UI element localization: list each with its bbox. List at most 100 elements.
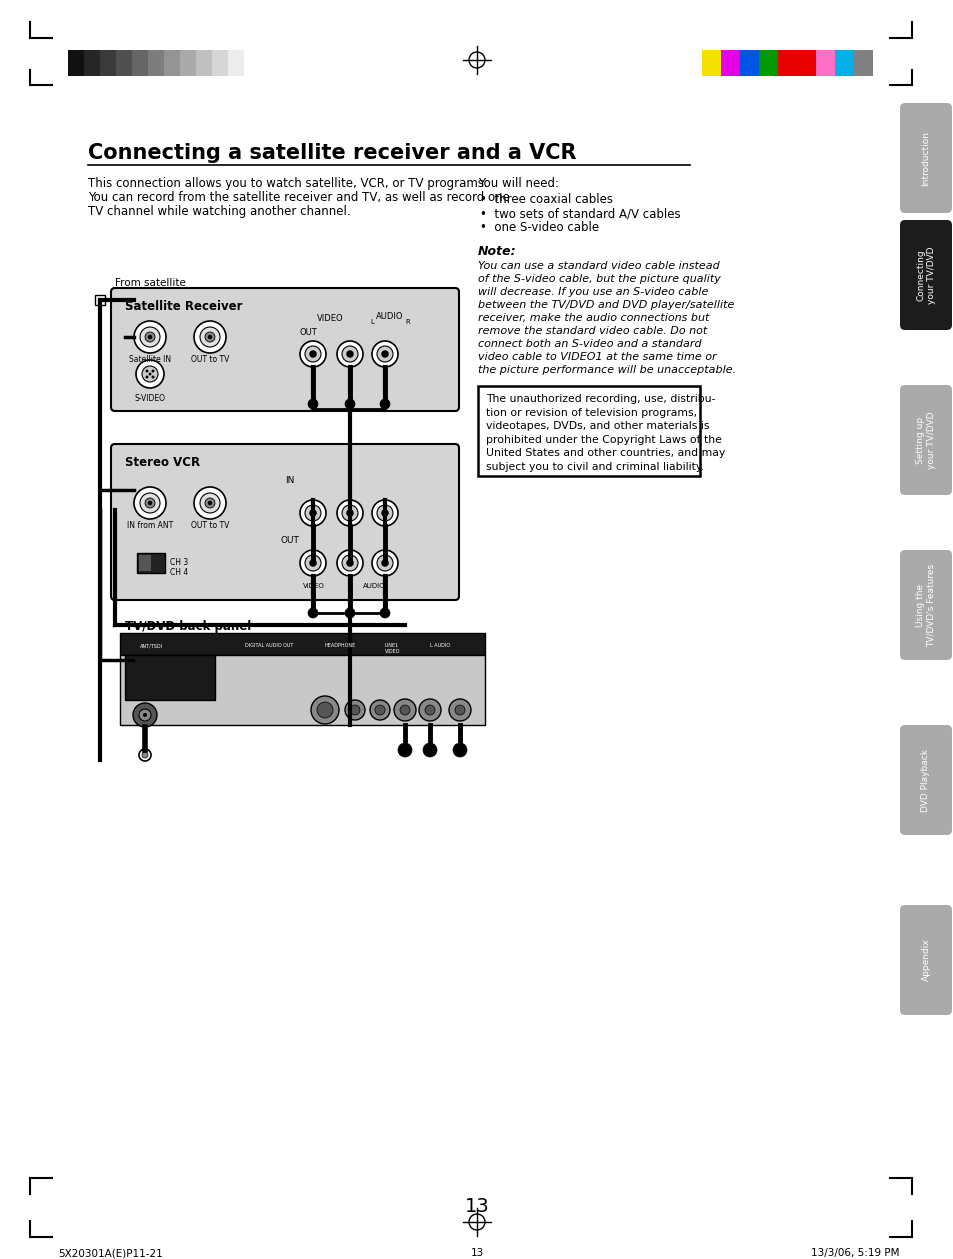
Circle shape <box>145 332 154 342</box>
Bar <box>244 50 260 76</box>
Circle shape <box>309 559 316 567</box>
Bar <box>132 50 148 76</box>
Text: •  three coaxial cables: • three coaxial cables <box>479 193 613 206</box>
Text: videotapes, DVDs, and other materials is: videotapes, DVDs, and other materials is <box>485 421 709 431</box>
Text: Satellite IN: Satellite IN <box>129 355 171 364</box>
Circle shape <box>139 709 151 721</box>
Text: VIDEO: VIDEO <box>316 313 343 324</box>
Circle shape <box>308 558 317 568</box>
Bar <box>778 50 796 76</box>
Bar <box>796 50 815 76</box>
Circle shape <box>136 360 164 388</box>
FancyBboxPatch shape <box>111 444 458 601</box>
Bar <box>180 50 195 76</box>
Circle shape <box>375 705 385 715</box>
Text: DVD Playback: DVD Playback <box>921 749 929 812</box>
Circle shape <box>133 321 166 353</box>
Text: receiver, make the audio connections but: receiver, make the audio connections but <box>477 313 709 324</box>
Circle shape <box>299 550 326 577</box>
Text: This connection allows you to watch satellite, VCR, or TV programs.: This connection allows you to watch sate… <box>88 178 487 190</box>
Circle shape <box>372 550 397 577</box>
Bar <box>740 50 759 76</box>
Text: 13/3/06, 5:19 PM: 13/3/06, 5:19 PM <box>811 1248 899 1258</box>
Text: Appendix: Appendix <box>921 939 929 981</box>
Text: Stereo VCR: Stereo VCR <box>125 456 200 470</box>
Text: You can record from the satellite receiver and TV, as well as record one: You can record from the satellite receiv… <box>88 191 509 204</box>
Circle shape <box>376 346 393 363</box>
Text: The unauthorized recording, use, distribu-: The unauthorized recording, use, distrib… <box>485 394 715 404</box>
Bar <box>148 50 164 76</box>
Text: TV channel while watching another channel.: TV channel while watching another channe… <box>88 205 351 218</box>
Bar <box>720 50 740 76</box>
Circle shape <box>140 327 160 347</box>
Circle shape <box>200 327 220 347</box>
Text: tion or revision of television programs,: tion or revision of television programs, <box>485 408 697 418</box>
FancyBboxPatch shape <box>899 385 951 495</box>
Text: DIGITAL AUDIO OUT: DIGITAL AUDIO OUT <box>245 643 294 648</box>
FancyBboxPatch shape <box>111 288 458 410</box>
Circle shape <box>148 501 152 505</box>
Text: •  two sets of standard A/V cables: • two sets of standard A/V cables <box>479 206 679 220</box>
Text: R: R <box>405 319 410 325</box>
Circle shape <box>455 705 464 715</box>
Text: Using the
TV/DVD's Features: Using the TV/DVD's Features <box>915 564 935 647</box>
Circle shape <box>376 555 393 572</box>
FancyBboxPatch shape <box>899 725 951 835</box>
Circle shape <box>346 350 354 358</box>
Text: AUDIO: AUDIO <box>363 583 385 589</box>
Bar <box>701 50 720 76</box>
Circle shape <box>305 555 320 572</box>
Text: IN from ANT: IN from ANT <box>127 521 172 530</box>
Circle shape <box>140 494 160 512</box>
Circle shape <box>143 713 147 716</box>
Circle shape <box>200 494 220 512</box>
Circle shape <box>146 375 149 379</box>
Circle shape <box>381 510 388 516</box>
Bar <box>164 50 180 76</box>
Bar <box>84 50 100 76</box>
FancyBboxPatch shape <box>899 905 951 1015</box>
Text: OUT to TV: OUT to TV <box>191 355 229 364</box>
Bar <box>228 50 244 76</box>
Circle shape <box>299 500 326 526</box>
Text: Satellite Receiver: Satellite Receiver <box>125 300 242 313</box>
Text: •  one S-video cable: • one S-video cable <box>479 222 598 234</box>
Text: ANT/TSDI: ANT/TSDI <box>140 643 163 648</box>
Circle shape <box>418 699 440 721</box>
FancyBboxPatch shape <box>899 550 951 660</box>
Circle shape <box>193 487 226 519</box>
Circle shape <box>193 321 226 353</box>
Circle shape <box>133 487 166 519</box>
Text: From satellite: From satellite <box>115 278 186 288</box>
Bar <box>120 633 484 655</box>
Text: CH 3: CH 3 <box>170 558 188 567</box>
Text: 13: 13 <box>470 1248 483 1258</box>
Text: connect both an S-video and a standard: connect both an S-video and a standard <box>477 339 700 349</box>
Circle shape <box>149 373 152 375</box>
Circle shape <box>205 332 214 342</box>
Text: of the S-video cable, but the picture quality: of the S-video cable, but the picture qu… <box>477 274 720 285</box>
Bar <box>120 655 484 725</box>
Text: prohibited under the Copyright Laws of the: prohibited under the Copyright Laws of t… <box>485 434 721 444</box>
Circle shape <box>453 743 467 757</box>
Text: subject you to civil and criminal liability.: subject you to civil and criminal liabil… <box>485 462 703 472</box>
Text: OUT to TV: OUT to TV <box>191 521 229 530</box>
Text: HEADPHONE: HEADPHONE <box>325 643 355 648</box>
Bar <box>139 555 151 572</box>
Circle shape <box>370 700 390 720</box>
Text: OUT: OUT <box>280 536 299 545</box>
Bar <box>68 50 84 76</box>
Text: Connecting
your TV/DVD: Connecting your TV/DVD <box>915 247 935 303</box>
Circle shape <box>379 608 390 618</box>
Bar <box>125 655 214 700</box>
Circle shape <box>142 366 158 381</box>
Text: Connecting a satellite receiver and a VCR: Connecting a satellite receiver and a VC… <box>88 144 576 162</box>
Circle shape <box>208 335 212 339</box>
Circle shape <box>305 505 320 521</box>
Circle shape <box>309 510 316 516</box>
Circle shape <box>372 341 397 368</box>
Circle shape <box>424 705 435 715</box>
Text: IN: IN <box>285 476 294 485</box>
Text: OUT: OUT <box>299 329 317 337</box>
Circle shape <box>381 350 388 358</box>
